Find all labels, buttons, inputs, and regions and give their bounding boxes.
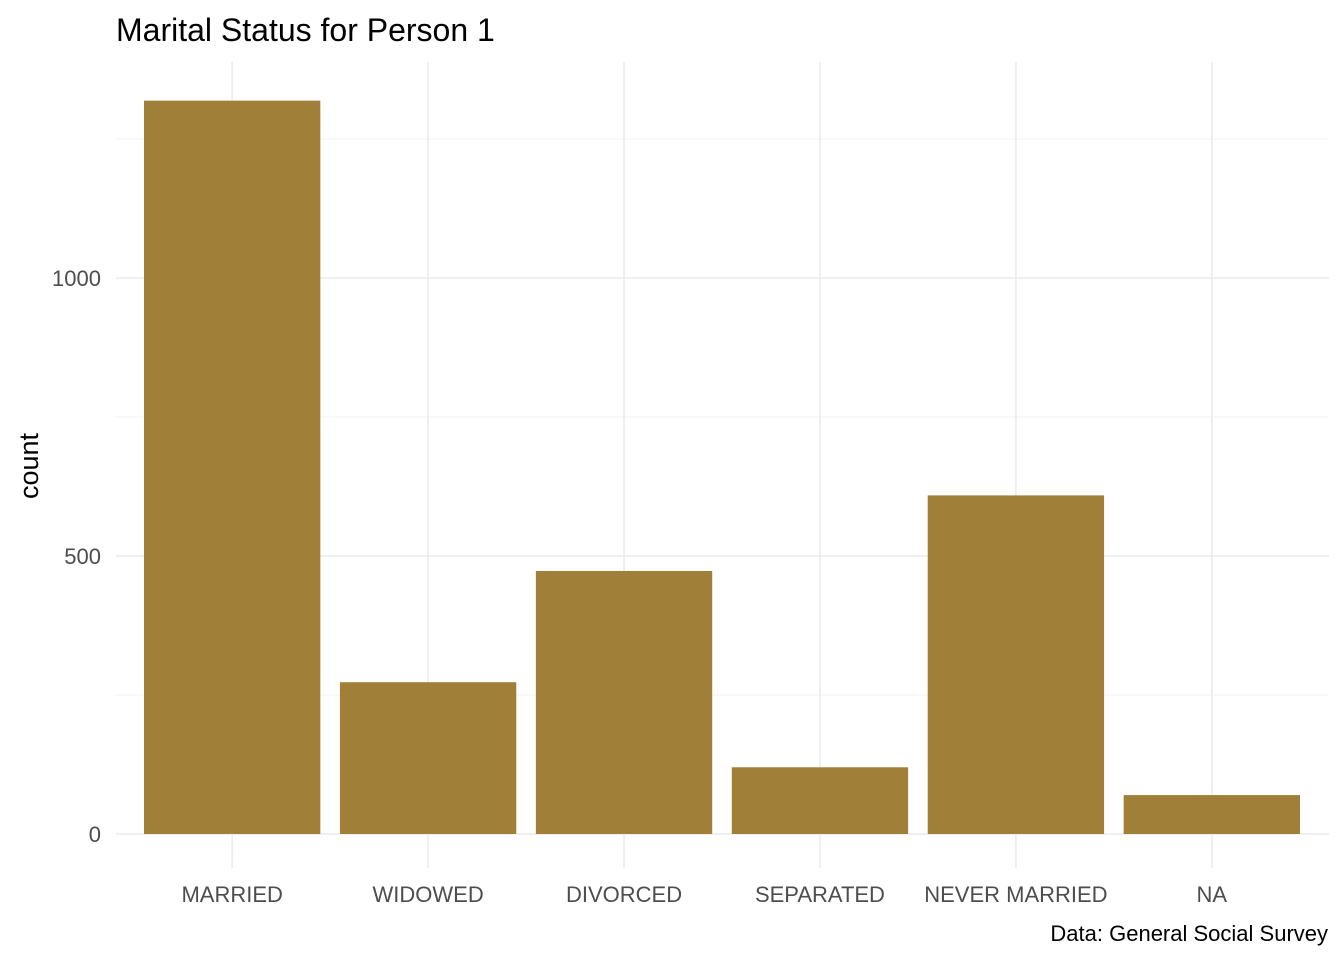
y-tick-label: 1000 [52,266,101,291]
chart-caption: Data: General Social Survey [1050,921,1328,946]
bar-widowed [339,682,517,834]
bar-never-married [927,495,1105,834]
x-tick-label: SEPARATED [755,882,885,907]
y-tick-label: 500 [64,544,101,569]
y-axis-tick-labels: 0 500 1000 [52,266,101,847]
x-tick-label: NA [1197,882,1228,907]
x-tick-label: DIVORCED [566,882,682,907]
x-tick-label: WIDOWED [373,882,484,907]
y-axis-title: count [14,432,44,499]
bars [144,100,1300,835]
y-tick-label: 0 [89,822,101,847]
x-axis-tick-labels: MARRIED WIDOWED DIVORCED SEPARATED NEVER MAR… [181,882,1227,907]
bar-married [144,100,321,835]
bar-separated [731,767,909,834]
chart-title: Marital Status for Person 1 [116,12,495,48]
bar-na [1123,795,1300,834]
bar-divorced [535,571,713,834]
x-tick-label: MARRIED [181,882,282,907]
x-tick-label: NEVER MARRIED [924,882,1107,907]
